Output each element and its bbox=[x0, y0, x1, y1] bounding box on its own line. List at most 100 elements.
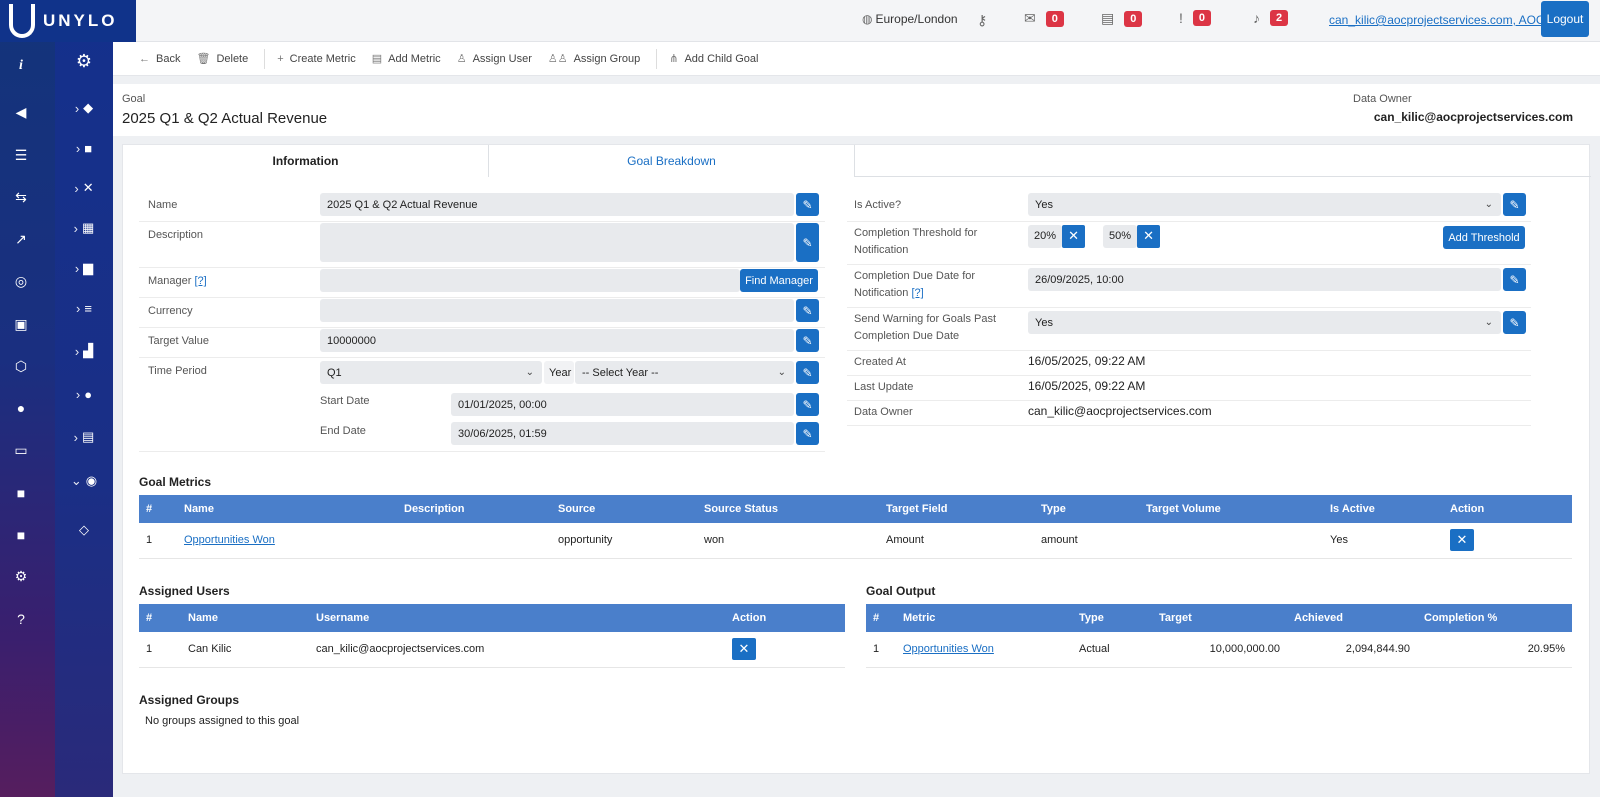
column-header: Target Volume bbox=[1139, 495, 1323, 523]
end-date-input[interactable]: 30/06/2025, 01:59 bbox=[451, 422, 794, 445]
add-metric-button[interactable]: ▤ Add Metric bbox=[371, 52, 441, 66]
sidebar-item-help-topics[interactable]: ◇ bbox=[55, 520, 113, 540]
remove-threshold-button[interactable]: ✕ bbox=[1062, 224, 1086, 248]
add-child-goal-button[interactable]: ⋔ Add Child Goal bbox=[669, 52, 758, 66]
assigned-groups-title: Assigned Groups bbox=[139, 693, 240, 707]
remove-metric-button[interactable]: ✕ bbox=[1450, 529, 1474, 552]
hierarchy-icon: ⋔ bbox=[669, 53, 679, 65]
is-active-select[interactable]: Yes ⌄ bbox=[1028, 193, 1501, 216]
create-metric-button[interactable]: + Create Metric bbox=[277, 53, 355, 65]
edit-is-active-button[interactable]: ✎ bbox=[1503, 193, 1526, 216]
tab-information[interactable]: Information bbox=[123, 145, 489, 177]
due-date-help-link[interactable]: [?] bbox=[911, 287, 924, 299]
alert-button[interactable]: ! 0 bbox=[1179, 10, 1212, 26]
gear-icon[interactable]: ⚙ bbox=[14, 568, 28, 584]
transfer-icon[interactable]: ⇆ bbox=[15, 189, 27, 205]
warning-select[interactable]: Yes ⌄ bbox=[1028, 311, 1501, 334]
sidebar-item-reports[interactable]: › ▟ bbox=[55, 341, 113, 361]
updated-value: 16/05/2025, 09:22 AM bbox=[1028, 379, 1146, 393]
delete-button[interactable]: 🗑︎ Delete bbox=[196, 52, 248, 66]
manager-help-link[interactable]: [?] bbox=[194, 275, 207, 287]
pencil-icon: ✎ bbox=[1509, 272, 1520, 287]
settings-gear-icon[interactable]: ⚙ bbox=[75, 50, 93, 71]
cube-icon[interactable]: ⬡ bbox=[14, 358, 28, 374]
sidebar-item-goals[interactable]: ⌄ ◉ bbox=[55, 471, 113, 491]
edit-target-value-button[interactable]: ✎ bbox=[796, 329, 819, 352]
help-icon[interactable]: ? bbox=[17, 611, 25, 627]
remove-user-button[interactable]: ✕ bbox=[732, 638, 756, 661]
column-header: # bbox=[866, 604, 896, 632]
timezone-label: Europe/London bbox=[875, 12, 958, 26]
back-label: Back bbox=[156, 52, 181, 65]
edit-start-date-button[interactable]: ✎ bbox=[796, 393, 819, 416]
sidebar-item-folders[interactable]: › ▆ bbox=[55, 258, 113, 278]
name-input[interactable]: 2025 Q1 & Q2 Actual Revenue bbox=[320, 193, 794, 216]
manager-input[interactable] bbox=[320, 269, 740, 292]
file-add-icon: ▤ bbox=[371, 53, 383, 65]
chevron-right-icon: › bbox=[74, 100, 80, 116]
assign-user-button[interactable]: ♙ Assign User bbox=[457, 52, 532, 66]
threshold-value: 50% bbox=[1109, 230, 1132, 242]
find-manager-button[interactable]: Find Manager bbox=[740, 269, 818, 292]
edit-end-date-button[interactable]: ✎ bbox=[796, 422, 819, 445]
briefcase-alt-icon[interactable]: ■ bbox=[16, 527, 26, 543]
start-date-input[interactable]: 01/01/2025, 00:00 bbox=[451, 393, 794, 416]
currency-input[interactable] bbox=[320, 299, 794, 322]
sidebar-item-tables[interactable]: › ▦ bbox=[55, 218, 113, 238]
sidebar-item-notifications[interactable]: › ● bbox=[55, 384, 113, 404]
tab-goal-breakdown[interactable]: Goal Breakdown bbox=[489, 145, 855, 177]
calendar-icon[interactable]: ▣ bbox=[14, 316, 28, 332]
info-icon[interactable]: i bbox=[19, 58, 23, 73]
brand-logo[interactable]: UNYLO bbox=[0, 0, 136, 42]
bar-chart-icon: ▟ bbox=[83, 343, 94, 358]
shield-icon: ◆ bbox=[83, 100, 94, 115]
output-completion-cell: 20.95% bbox=[1417, 632, 1572, 668]
primary-rail bbox=[0, 0, 55, 797]
sidebar-item-cases[interactable]: › ■ bbox=[55, 138, 113, 158]
edit-name-button[interactable]: ✎ bbox=[796, 193, 819, 216]
megaphone-icon[interactable]: ◀ bbox=[15, 104, 27, 120]
timezone[interactable]: ◍ Europe/London bbox=[862, 12, 958, 26]
edit-description-button[interactable]: ✎ bbox=[796, 223, 819, 262]
year-select[interactable]: -- Select Year -- ⌄ bbox=[575, 361, 794, 384]
warning-row: Send Warning for Goals Past Completion D… bbox=[847, 309, 1531, 351]
period-select[interactable]: Q1 ⌄ bbox=[320, 361, 542, 384]
due-date-input[interactable]: 26/09/2025, 10:00 bbox=[1028, 268, 1501, 291]
edit-due-date-button[interactable]: ✎ bbox=[1503, 268, 1526, 291]
target-value-input[interactable]: 10000000 bbox=[320, 329, 794, 352]
back-button[interactable]: ← Back bbox=[139, 53, 180, 65]
chat-icon: ▤ bbox=[1101, 10, 1115, 26]
key-button[interactable]: ⚷ bbox=[977, 12, 997, 29]
chat-button[interactable]: ▤ 0 bbox=[1101, 10, 1143, 27]
edit-warning-button[interactable]: ✎ bbox=[1503, 311, 1526, 334]
chevron-down-icon: ⌄ bbox=[70, 473, 82, 488]
tab-bar: Information Goal Breakdown bbox=[123, 145, 1591, 177]
chart-line-icon[interactable]: ↗ bbox=[15, 231, 27, 247]
comment-icon[interactable]: ● bbox=[16, 400, 26, 416]
sidebar-item-database[interactable]: › ≡ bbox=[55, 298, 113, 318]
add-threshold-button[interactable]: Add Threshold bbox=[1443, 226, 1525, 249]
description-textarea[interactable] bbox=[320, 223, 794, 262]
output-metric-link[interactable]: Opportunities Won bbox=[903, 643, 994, 656]
briefcase-icon[interactable]: ■ bbox=[16, 485, 26, 501]
sidebar-item-workflow[interactable]: › ✕ bbox=[55, 178, 113, 198]
inbox-icon[interactable]: ▭ bbox=[14, 442, 28, 458]
mail-button[interactable]: ✉ 0 bbox=[1024, 10, 1064, 27]
sidebar-item-security[interactable]: › ◆ bbox=[55, 98, 113, 118]
user-account-link[interactable]: can_kilic@aocprojectservices.com, AOC bbox=[1329, 13, 1545, 27]
list-icon[interactable]: ☰ bbox=[14, 147, 28, 163]
notification-button[interactable]: ♪ 2 bbox=[1253, 10, 1289, 26]
edit-period-button[interactable]: ✎ bbox=[796, 361, 819, 384]
assigned-users-title: Assigned Users bbox=[139, 584, 230, 598]
sidebar-item-documents[interactable]: › ▤ bbox=[55, 427, 113, 447]
logout-button[interactable]: Logout bbox=[1541, 1, 1589, 37]
create-metric-label: Create Metric bbox=[289, 52, 356, 65]
name-label: Name bbox=[148, 199, 178, 211]
target-icon[interactable]: ◎ bbox=[14, 273, 28, 289]
remove-threshold-button[interactable]: ✕ bbox=[1137, 224, 1161, 248]
metric-link[interactable]: Opportunities Won bbox=[184, 534, 275, 547]
edit-currency-button[interactable]: ✎ bbox=[796, 299, 819, 322]
assign-group-button[interactable]: ♙♙ Assign Group bbox=[548, 52, 640, 66]
column-header: Metric bbox=[896, 604, 1072, 632]
toolbar-divider bbox=[264, 48, 266, 69]
